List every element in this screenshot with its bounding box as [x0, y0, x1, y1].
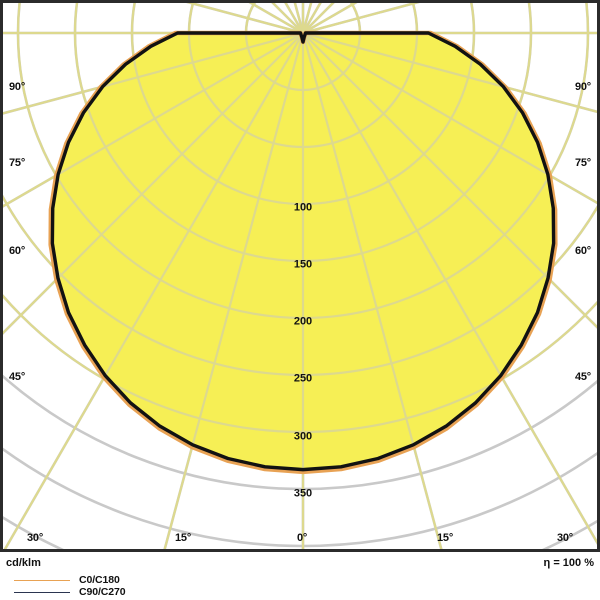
legend-swatch-c90-c270 [14, 591, 70, 593]
ring-label-150: 150 [293, 258, 313, 271]
angle-label-bottom-left-15: 15° [175, 532, 192, 544]
legend-label-c0-c180: C0/C180 [79, 573, 120, 586]
angle-label-right-45: 45° [574, 371, 591, 383]
ring-label-200: 200 [293, 315, 313, 328]
angle-label-right-90: 90° [574, 81, 591, 93]
unit-label: cd/klm [6, 557, 41, 569]
ring-label-100: 100 [293, 201, 313, 214]
efficiency-label: η = 100 % [543, 557, 594, 569]
polar-grid-and-curves [3, 3, 597, 549]
angle-label-left-30: 30° [27, 532, 44, 544]
ring-label-350: 350 [293, 487, 313, 500]
legend-item-c0-c180: C0/C180 [14, 574, 120, 586]
angle-label-left-75: 75° [9, 157, 26, 169]
legend-swatch-c0-c180 [14, 579, 70, 581]
legend-label-c90-c270: C90/C270 [79, 585, 126, 598]
angle-label-right-75: 75° [574, 157, 591, 169]
angle-label-bottom-right-15: 15° [437, 532, 454, 544]
ring-label-250: 250 [293, 372, 313, 385]
ring-label-300: 300 [293, 430, 313, 443]
angle-label-right-30: 30° [556, 532, 573, 544]
plot-frame: 90° 75° 60° 45° 30° 90° 75° 60° 45° 30° … [0, 0, 600, 552]
angle-label-right-60: 60° [574, 245, 591, 257]
angle-label-left-45: 45° [9, 371, 26, 383]
angle-label-left-60: 60° [9, 245, 26, 257]
grid-spokes-over [3, 3, 597, 549]
angle-label-left-90: 90° [9, 81, 26, 93]
chart-footer: cd/klm η = 100 % C0/C180 C90/C270 [0, 552, 600, 600]
angle-label-bottom-0: 0° [297, 532, 308, 544]
legend-item-c90-c270: C90/C270 [14, 585, 126, 598]
curve-c90-c270 [50, 31, 556, 472]
